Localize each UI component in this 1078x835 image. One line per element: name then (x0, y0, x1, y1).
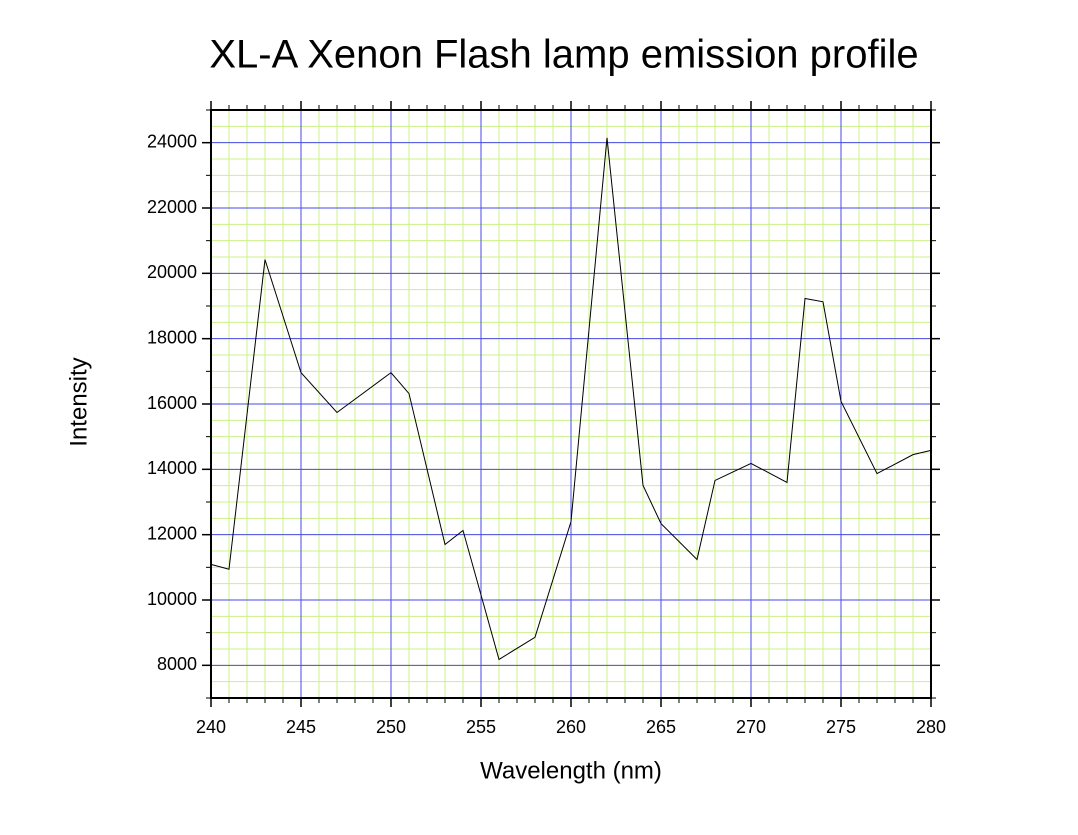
y-tick-label: 12000 (147, 523, 197, 543)
x-tick-label: 255 (466, 717, 496, 737)
y-tick-label: 22000 (147, 197, 197, 217)
x-axis-label: Wavelength (nm) (480, 757, 662, 784)
plot-frame (210, 109, 932, 699)
y-tick-label: 8000 (157, 654, 197, 674)
x-tick-label: 245 (286, 717, 316, 737)
y-axis-label: Intensity (65, 357, 92, 446)
y-tick-label: 14000 (147, 458, 197, 478)
y-tick-label: 10000 (147, 589, 197, 609)
x-tick-label: 280 (916, 717, 946, 737)
x-tick-label: 270 (736, 717, 766, 737)
y-tick-label: 24000 (147, 131, 197, 151)
y-tick-label: 16000 (147, 393, 197, 413)
x-tick-label: 275 (826, 717, 856, 737)
x-tick-label: 260 (556, 717, 586, 737)
x-tick-label: 265 (646, 717, 676, 737)
chart-title: XL-A Xenon Flash lamp emission profile (209, 33, 918, 77)
data-line (210, 137, 932, 661)
x-tick-label: 250 (376, 717, 406, 737)
y-tick-label: 20000 (147, 262, 197, 282)
x-tick-label: 240 (196, 717, 226, 737)
y-tick-label: 18000 (147, 327, 197, 347)
